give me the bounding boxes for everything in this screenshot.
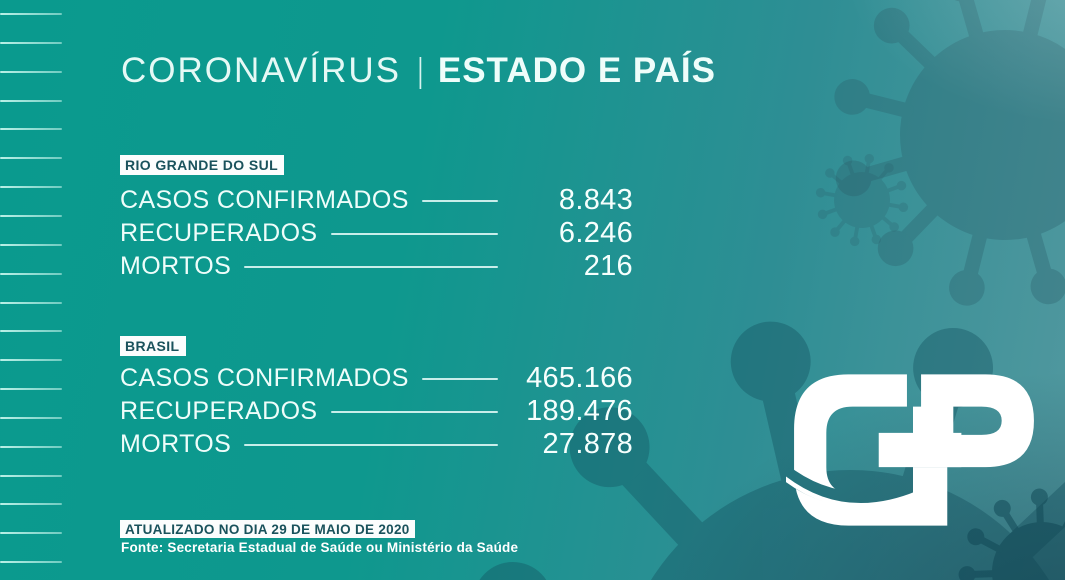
stat-value: 27.878 xyxy=(542,428,633,460)
stat-value: 465.166 xyxy=(526,362,633,394)
title-light: CORONAVÍRUS xyxy=(121,51,401,90)
tick-line xyxy=(0,532,62,535)
tick-line xyxy=(0,272,62,275)
title-strong: ESTADO E PAÍS xyxy=(437,51,716,90)
stat-row: CASOS CONFIRMADOS 465.166 xyxy=(120,362,633,395)
stat-rule xyxy=(421,377,498,380)
updated-badge: ATUALIZADO NO DIA 29 DE MAIO DE 2020 xyxy=(120,520,415,538)
tick-line xyxy=(0,388,62,391)
stat-label: RECUPERADOS xyxy=(120,219,318,247)
tick-marks xyxy=(0,0,70,580)
stat-label: CASOS CONFIRMADOS xyxy=(120,186,409,214)
title-separator: | xyxy=(417,51,424,90)
tick-line xyxy=(0,186,62,189)
stat-row: MORTOS 27.878 xyxy=(120,428,633,461)
stat-label: MORTOS xyxy=(120,430,232,458)
source-text: Fonte: Secretaria Estadual de Saúde ou M… xyxy=(121,540,519,555)
stat-rule xyxy=(421,199,498,202)
page-title: CORONAVÍRUS | ESTADO E PAÍS xyxy=(121,51,716,91)
tick-line xyxy=(0,41,62,44)
tick-line xyxy=(0,445,62,448)
gp-logo: GP xyxy=(786,374,1034,526)
tick-line xyxy=(0,359,62,362)
stat-row: RECUPERADOS 6.246 xyxy=(120,217,633,250)
tick-line xyxy=(0,561,62,564)
tick-line xyxy=(0,99,62,102)
stat-value: 216 xyxy=(583,250,633,282)
tick-line xyxy=(0,474,62,477)
stat-row: CASOS CONFIRMADOS 8.843 xyxy=(120,184,633,217)
stat-value: 189.476 xyxy=(526,395,633,427)
tick-line xyxy=(0,13,62,15)
stat-rule xyxy=(330,232,498,235)
tick-line xyxy=(0,128,62,131)
state-stats: CASOS CONFIRMADOS 8.843 RECUPERADOS 6.24… xyxy=(120,184,633,283)
stat-label: RECUPERADOS xyxy=(120,397,318,425)
tick-line xyxy=(0,330,62,333)
region-badge-rio-grande-do-sul: RIO GRANDE DO SUL xyxy=(120,155,285,175)
stat-rule xyxy=(244,265,498,268)
stat-label: MORTOS xyxy=(120,252,232,280)
tick-line xyxy=(0,416,62,419)
tick-line xyxy=(0,301,62,304)
stat-row: RECUPERADOS 189.476 xyxy=(120,395,633,428)
stat-label: CASOS CONFIRMADOS xyxy=(120,364,409,392)
stat-row: MORTOS 216 xyxy=(120,250,633,283)
tick-line xyxy=(0,503,62,506)
tick-line xyxy=(0,214,62,217)
country-stats: CASOS CONFIRMADOS 465.166 RECUPERADOS 18… xyxy=(120,362,633,461)
tick-line xyxy=(0,243,62,246)
stat-rule xyxy=(330,410,498,413)
stat-value: 8.843 xyxy=(558,184,633,216)
tick-line xyxy=(0,70,62,73)
stat-value: 6.246 xyxy=(558,217,633,249)
tick-line xyxy=(0,157,62,160)
stat-rule xyxy=(244,443,498,446)
region-badge-brasil: BRASIL xyxy=(120,336,186,356)
